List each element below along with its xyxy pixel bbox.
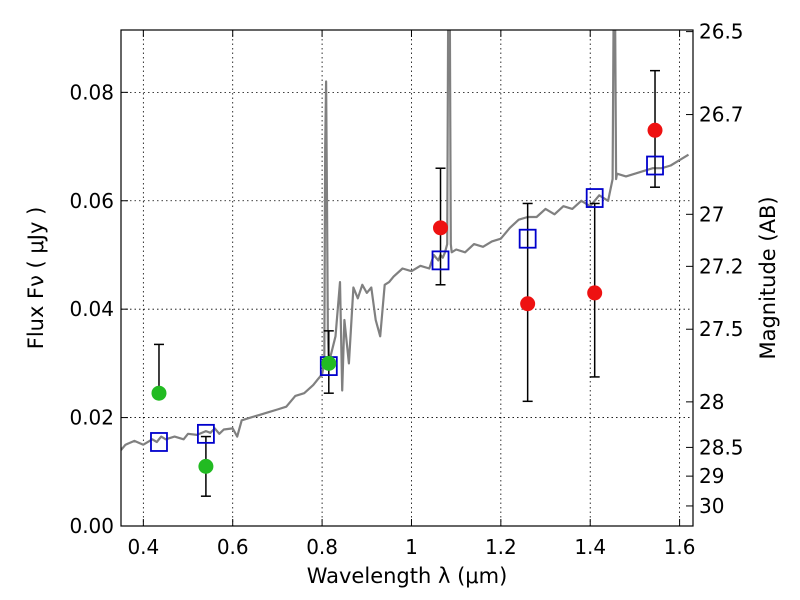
x-tick-label: 1.2 [485,535,517,559]
y2-tick-label: 27 [699,202,724,226]
x-tick-label: 0.6 [217,535,249,559]
data-point [520,296,536,312]
y-tick-label: 0.08 [69,80,114,104]
x-tick-label: 1.4 [574,535,606,559]
data-point [198,458,214,474]
x-axis-label: Wavelength λ (μm) [307,564,508,588]
model-square [431,250,450,271]
y2-tick-label: 27.2 [699,254,744,278]
y-tick-label: 0.00 [69,514,114,538]
y2-tick-label: 30 [699,494,724,518]
x-tick-label: 0.4 [127,535,159,559]
model-square [646,155,664,176]
model-square [197,423,215,444]
axes-frame [120,29,694,527]
y2-tick-label: 26.7 [699,103,744,127]
x-tick-label: 1.6 [664,535,696,559]
data-point [647,122,663,138]
y2-tick-label: 29 [699,464,724,488]
y-tick-label: 0.02 [69,406,114,430]
x-tick-label: 1 [405,535,418,559]
ticks [121,30,693,527]
y-tick-label: 0.06 [69,189,114,213]
data-point [151,385,167,401]
y-axis-label: Flux Fν ( μJy ) [24,207,48,350]
model-square [518,228,537,249]
model-square [150,432,168,452]
data-point [321,355,337,371]
plot-area [121,30,690,497]
y2-tick-label: 28 [699,390,724,414]
data-point [433,220,449,236]
x-tick-label: 0.8 [306,535,338,559]
y2-tick-label: 27.5 [699,317,744,341]
y2-axis-label: Magnitude (AB) [756,196,780,359]
model-square [585,188,604,208]
y-tick-label: 0.04 [69,297,114,321]
y2-tick-label: 26.5 [699,20,744,44]
data-point [587,285,603,301]
tick-labels: 0.4 0.6 0.8 1 1.2 1.4 1.6 0.00 0.02 0.04 0.06 0.08 2… [69,20,743,559]
y2-tick-label: 28.5 [699,435,744,459]
